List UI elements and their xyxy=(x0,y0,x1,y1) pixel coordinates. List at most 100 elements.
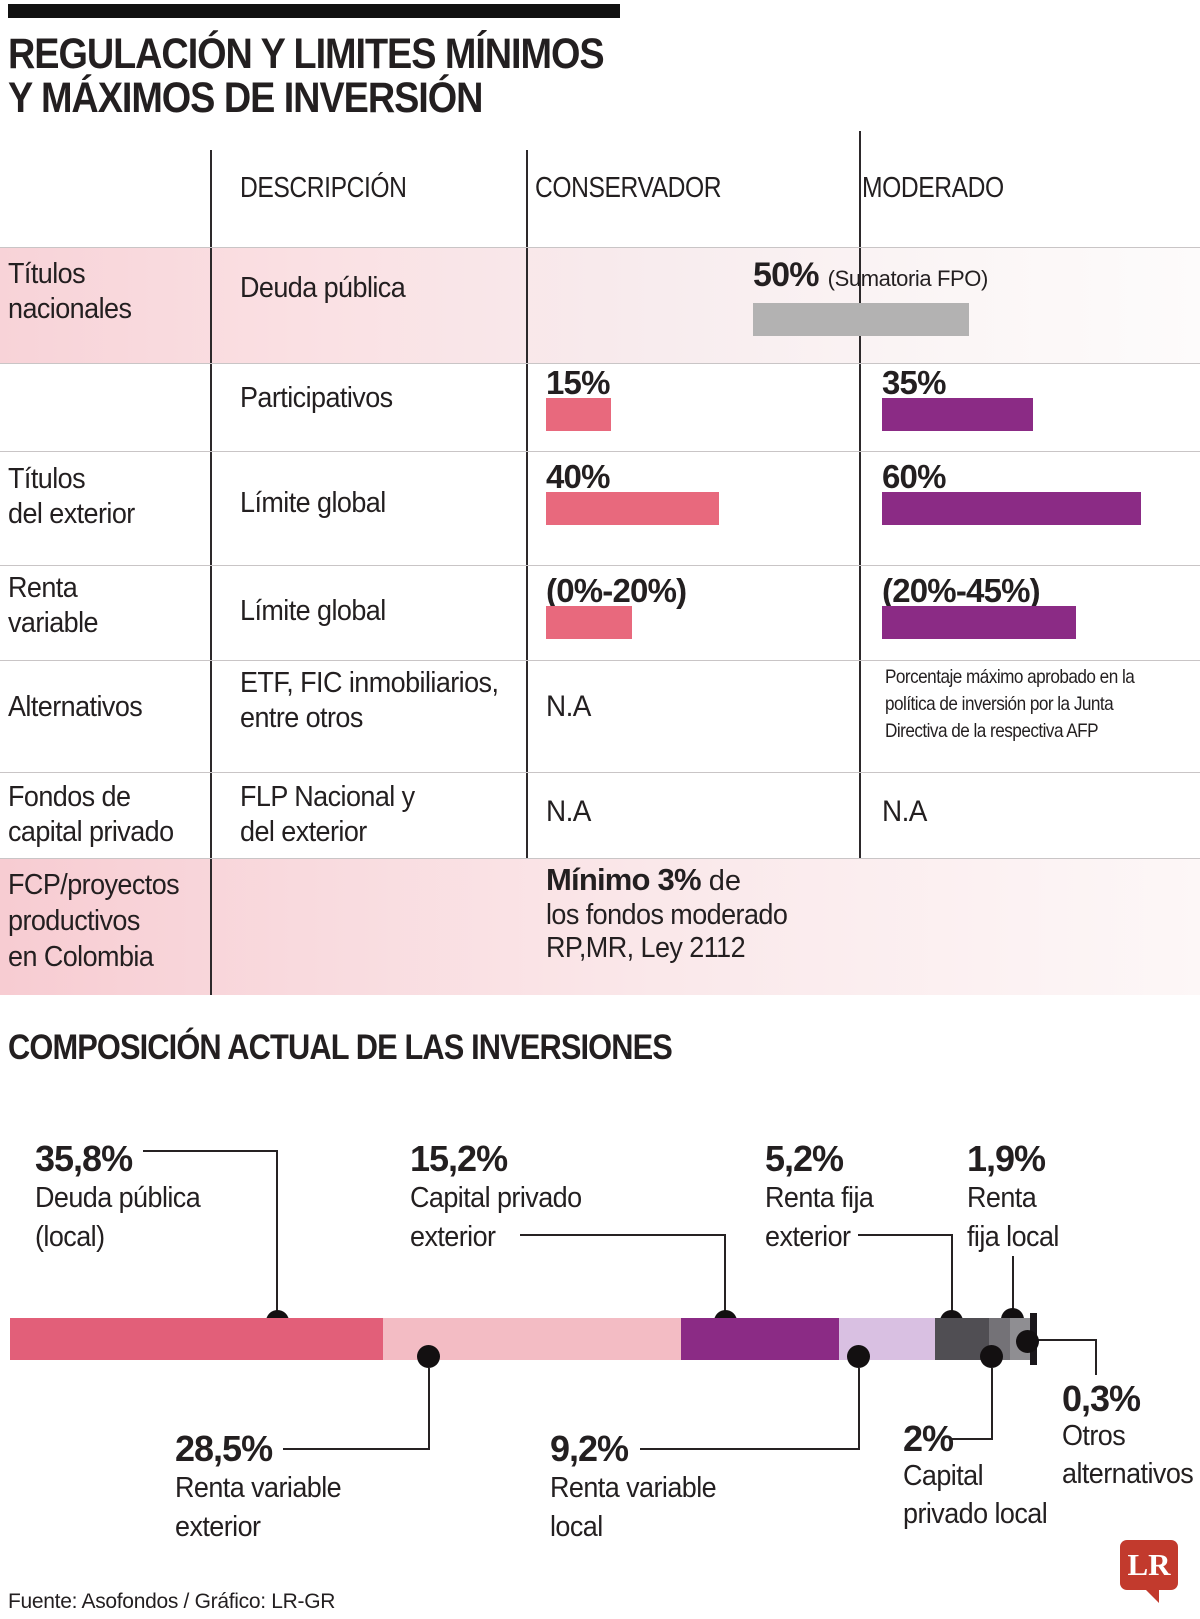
row-label: variable xyxy=(8,607,99,639)
cell-descripcion: Participativos xyxy=(240,382,393,414)
label-deuda-local-pct: 35,8% xyxy=(35,1138,133,1179)
row-fcp-background xyxy=(0,859,1200,995)
label-capital-exterior-line2: exterior xyxy=(410,1221,496,1253)
row-label: FCP/proyectos xyxy=(8,869,180,901)
column-header-descripcion: DESCRIPCIÓN xyxy=(240,172,407,204)
page-title-line1: REGULACIÓN Y LIMITES MÍNIMOS xyxy=(8,30,605,78)
row-label: del exterior xyxy=(8,498,135,530)
cell-value-deuda: 50% (Sumatoria FPO) xyxy=(753,256,988,295)
row-label: nacionales xyxy=(8,293,132,325)
label-renta-var-local-pct: 9,2% xyxy=(550,1428,629,1469)
label-renta-var-ext-line1: Renta variable xyxy=(175,1472,342,1504)
cell-descripcion: FLP Nacional y xyxy=(240,781,415,813)
cell-descripcion: Límite global xyxy=(240,595,386,627)
label-renta-var-ext-pct: 28,5% xyxy=(175,1428,273,1469)
value-50pct: 50% xyxy=(753,256,819,294)
source-credit: Fuente: Asofondos / Gráfico: LR-GR xyxy=(8,1590,336,1613)
label-renta-fija-local-line2: fija local xyxy=(967,1221,1059,1253)
leader-line xyxy=(858,1234,953,1236)
leader-line xyxy=(143,1150,277,1152)
label-deuda-local-line1: Deuda pública xyxy=(35,1182,201,1214)
row-divider xyxy=(0,858,1200,859)
value-fcp-line2: los fondos moderado xyxy=(546,899,788,931)
label-capital-exterior-pct: 15,2% xyxy=(410,1138,508,1179)
marker-dot xyxy=(1016,1330,1039,1353)
value-mod-participativos: 35% xyxy=(882,364,946,401)
label-capital-local-line1: Capital xyxy=(903,1460,984,1492)
column-divider-1 xyxy=(210,150,212,995)
value-cons-participativos: 15% xyxy=(546,364,610,401)
leader-line xyxy=(276,1150,278,1312)
value-mod-alternativos: Porcentaje máximo aprobado en la polític… xyxy=(885,666,1135,742)
value-mod-renta-variable: (20%-45%) xyxy=(882,572,1041,609)
value-cons-renta-variable: (0%-20%) xyxy=(546,572,687,609)
row-label: Fondos de xyxy=(8,781,131,813)
cell-descripcion: entre otros xyxy=(240,702,363,734)
bar-mod-participativos xyxy=(882,398,1034,431)
leader-line xyxy=(991,1368,993,1440)
label-renta-var-local-line1: Renta variable xyxy=(550,1472,717,1504)
page-title-line2: Y MÁXIMOS DE INVERSIÓN xyxy=(8,74,483,122)
row-label: en Colombia xyxy=(8,941,154,973)
section-heading: COMPOSICIÓN ACTUAL DE LAS INVERSIONES xyxy=(8,1028,673,1067)
label-capital-local-pct: 2% xyxy=(903,1418,954,1459)
column-header-conservador: CONSERVADOR xyxy=(535,172,722,204)
lr-logo-text: LR xyxy=(1127,1547,1171,1582)
cell-descripcion: Deuda pública xyxy=(240,272,406,304)
bar-segment-2 xyxy=(680,1318,839,1360)
cell-descripcion: Límite global xyxy=(240,487,386,519)
label-renta-var-ext-line2: exterior xyxy=(175,1511,261,1543)
label-capital-local-line2: privado local xyxy=(903,1498,1048,1530)
leader-line xyxy=(1027,1339,1097,1341)
leader-line xyxy=(520,1234,726,1236)
value-cons-exterior: 40% xyxy=(546,458,610,495)
bar-cons-renta-variable xyxy=(546,606,633,639)
label-otros-line1: Otros xyxy=(1062,1420,1126,1452)
label-renta-fija-local-pct: 1,9% xyxy=(967,1138,1046,1179)
column-divider-3 xyxy=(859,131,861,858)
value-fcp-line3: RP,MR, Ley 2112 xyxy=(546,932,746,964)
value-cons-fondos: N.A xyxy=(546,795,591,828)
cell-descripcion: ETF, FIC inmobiliarios, xyxy=(240,667,499,699)
leader-line xyxy=(1012,1256,1014,1312)
marker-dot xyxy=(417,1345,440,1368)
lr-logo-tail xyxy=(1145,1589,1159,1603)
lr-logo: LR xyxy=(1120,1540,1178,1590)
value-mod-exterior: 60% xyxy=(882,458,946,495)
bar-cons-participativos xyxy=(546,398,611,431)
marker-dot xyxy=(847,1345,870,1368)
row-label: productivos xyxy=(8,905,140,937)
row-deuda-background xyxy=(0,247,1200,363)
label-renta-fija-ext-pct: 5,2% xyxy=(765,1138,844,1179)
label-capital-exterior-line1: Capital privado xyxy=(410,1182,582,1214)
row-divider xyxy=(0,247,1200,248)
bar-deuda-50 xyxy=(753,303,969,336)
label-otros-line2: alternativos xyxy=(1062,1458,1194,1490)
row-label: capital privado xyxy=(8,816,174,848)
top-rule xyxy=(8,4,620,18)
fcp-minimo: Mínimo 3% xyxy=(546,862,702,897)
fcp-de: de xyxy=(708,865,741,897)
row-label: Alternativos xyxy=(8,691,143,723)
leader-line xyxy=(428,1368,430,1450)
bar-mod-exterior xyxy=(882,492,1142,525)
cell-descripcion: del exterior xyxy=(240,816,367,848)
leader-line xyxy=(724,1234,726,1312)
row-label: Títulos xyxy=(8,463,86,495)
label-renta-fija-ext-line2: exterior xyxy=(765,1221,851,1253)
label-renta-var-local-line2: local xyxy=(550,1511,603,1543)
column-divider-2 xyxy=(526,150,528,858)
leader-line xyxy=(951,1234,953,1312)
value-fcp-line1: Mínimo 3% de xyxy=(546,862,741,899)
label-otros-pct: 0,3% xyxy=(1062,1378,1141,1419)
leader-line xyxy=(1095,1339,1097,1375)
column-header-moderado: MODERADO xyxy=(862,172,1004,204)
label-deuda-local-line2: (local) xyxy=(35,1221,105,1253)
value-note: (Sumatoria FPO) xyxy=(827,266,989,291)
leader-line xyxy=(858,1368,860,1450)
row-divider xyxy=(0,451,1200,452)
row-divider xyxy=(0,565,1200,566)
label-renta-fija-ext-line1: Renta fija xyxy=(765,1182,874,1214)
composition-bar xyxy=(10,1313,1037,1365)
